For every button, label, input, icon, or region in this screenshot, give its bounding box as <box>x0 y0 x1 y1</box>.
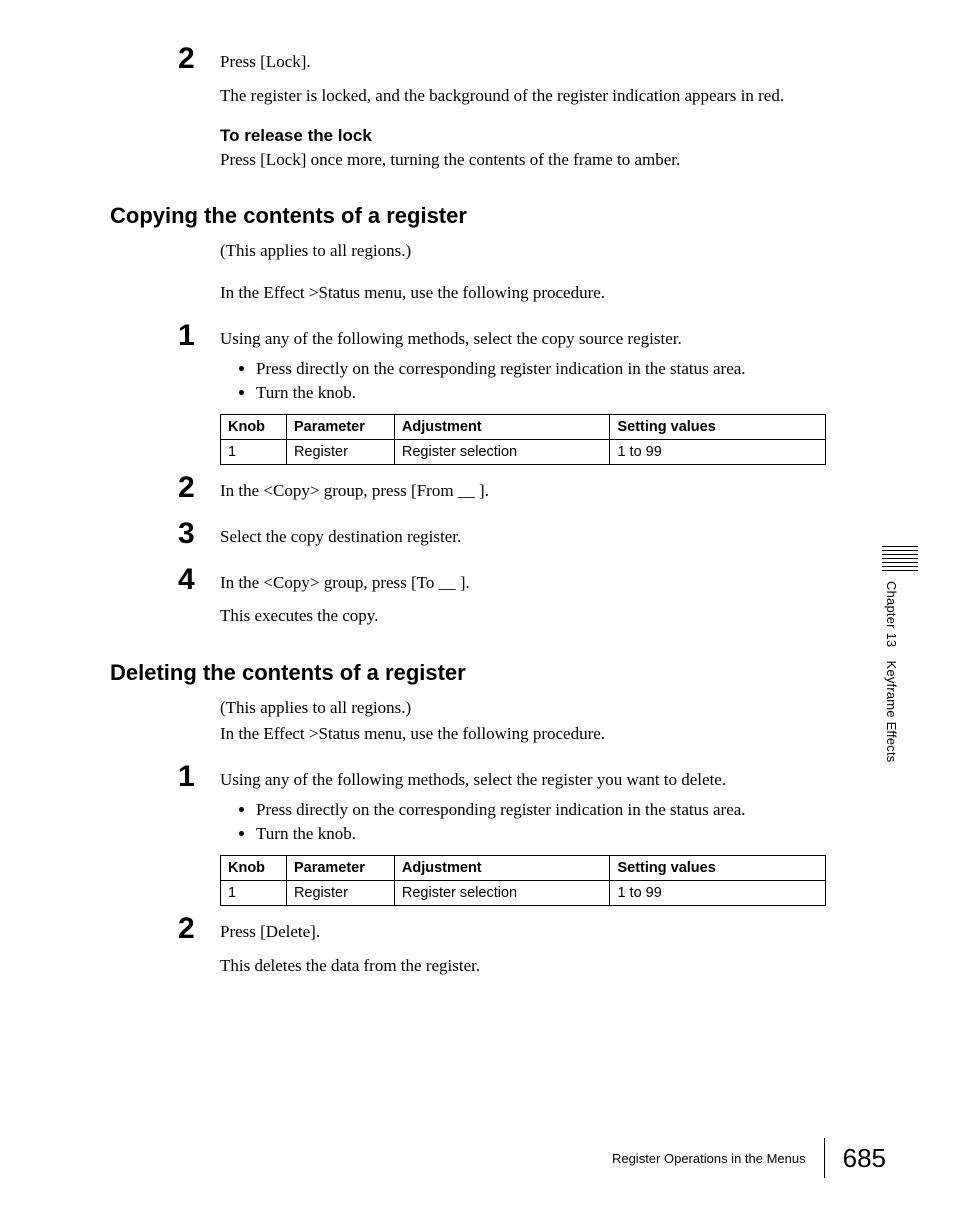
td-parameter: Register <box>286 880 394 905</box>
step-number: 2 <box>178 42 195 76</box>
step-number: 3 <box>178 517 195 551</box>
copy-heading: Copying the contents of a register <box>110 203 864 229</box>
page-number: 685 <box>843 1143 886 1174</box>
bullet-item: Press directly on the corresponding regi… <box>256 357 864 382</box>
bullet-item: Press directly on the corresponding regi… <box>256 798 864 823</box>
copy-step1-bullets: Press directly on the corresponding regi… <box>238 357 864 406</box>
bullet-item: Turn the knob. <box>256 822 864 847</box>
td-knob: 1 <box>221 880 287 905</box>
td-parameter: Register <box>286 440 394 465</box>
th-parameter: Parameter <box>286 855 394 880</box>
table-header-row: Knob Parameter Adjustment Setting values <box>221 415 826 440</box>
step-text: Using any of the following methods, sele… <box>220 768 864 792</box>
step-result: This executes the copy. <box>220 604 864 628</box>
side-tab-text: Chapter 13 Keyframe Effects <box>884 581 899 811</box>
copy-step-4: 4 In the <Copy> group, press [To __ ]. <box>220 571 864 595</box>
lock-section: 2 Press [Lock]. The register is locked, … <box>110 50 864 171</box>
copy-section: (This applies to all regions.) In the Ef… <box>110 239 864 628</box>
page-footer: Register Operations in the Menus 685 <box>612 1138 886 1178</box>
delete-section: (This applies to all regions.) In the Ef… <box>110 696 864 977</box>
table-header-row: Knob Parameter Adjustment Setting values <box>221 855 826 880</box>
bullet-item: Turn the knob. <box>256 381 864 406</box>
th-setting: Setting values <box>610 415 826 440</box>
table-row: 1 Register Register selection 1 to 99 <box>221 440 826 465</box>
step-result: The register is locked, and the backgrou… <box>220 84 864 108</box>
step-result: This deletes the data from the register. <box>220 954 864 978</box>
side-tab-marker <box>884 546 916 571</box>
delete-step-1: 1 Using any of the following methods, se… <box>220 768 864 792</box>
copy-step-3: 3 Select the copy destination register. <box>220 525 864 549</box>
step-2: 2 Press [Lock]. <box>220 50 864 74</box>
td-adjustment: Register selection <box>394 440 610 465</box>
td-setting: 1 to 99 <box>610 440 826 465</box>
delete-heading: Deleting the contents of a register <box>110 660 864 686</box>
step-text: Press [Delete]. <box>220 920 864 944</box>
td-setting: 1 to 99 <box>610 880 826 905</box>
table-row: 1 Register Register selection 1 to 99 <box>221 880 826 905</box>
th-adjustment: Adjustment <box>394 855 610 880</box>
release-heading: To release the lock <box>220 126 864 146</box>
step-number: 2 <box>178 471 195 505</box>
footer-divider <box>824 1138 825 1178</box>
delete-step1-bullets: Press directly on the corresponding regi… <box>238 798 864 847</box>
td-knob: 1 <box>221 440 287 465</box>
step-number: 1 <box>178 319 195 353</box>
step-number: 1 <box>178 760 195 794</box>
menu-path: In the Effect >Status menu, use the foll… <box>220 722 864 746</box>
th-setting: Setting values <box>610 855 826 880</box>
copy-step-2: 2 In the <Copy> group, press [From __ ]. <box>220 479 864 503</box>
side-tab: Chapter 13 Keyframe Effects <box>884 546 916 811</box>
step-number: 4 <box>178 563 195 597</box>
step-text: Select the copy destination register. <box>220 525 864 549</box>
applies-note: (This applies to all regions.) <box>220 696 864 720</box>
copy-knob-table: Knob Parameter Adjustment Setting values… <box>220 414 826 465</box>
delete-step-2: 2 Press [Delete]. <box>220 920 864 944</box>
step-text: Using any of the following methods, sele… <box>220 327 864 351</box>
th-adjustment: Adjustment <box>394 415 610 440</box>
footer-title: Register Operations in the Menus <box>612 1151 806 1166</box>
th-parameter: Parameter <box>286 415 394 440</box>
release-text: Press [Lock] once more, turning the cont… <box>220 148 864 172</box>
step-number: 2 <box>178 912 195 946</box>
th-knob: Knob <box>221 415 287 440</box>
menu-path: In the Effect >Status menu, use the foll… <box>220 281 864 305</box>
step-text: Press [Lock]. <box>220 50 864 74</box>
th-knob: Knob <box>221 855 287 880</box>
step-text: In the <Copy> group, press [From __ ]. <box>220 479 864 503</box>
applies-note: (This applies to all regions.) <box>220 239 864 263</box>
copy-step-1: 1 Using any of the following methods, se… <box>220 327 864 351</box>
delete-knob-table: Knob Parameter Adjustment Setting values… <box>220 855 826 906</box>
td-adjustment: Register selection <box>394 880 610 905</box>
step-text: In the <Copy> group, press [To __ ]. <box>220 571 864 595</box>
